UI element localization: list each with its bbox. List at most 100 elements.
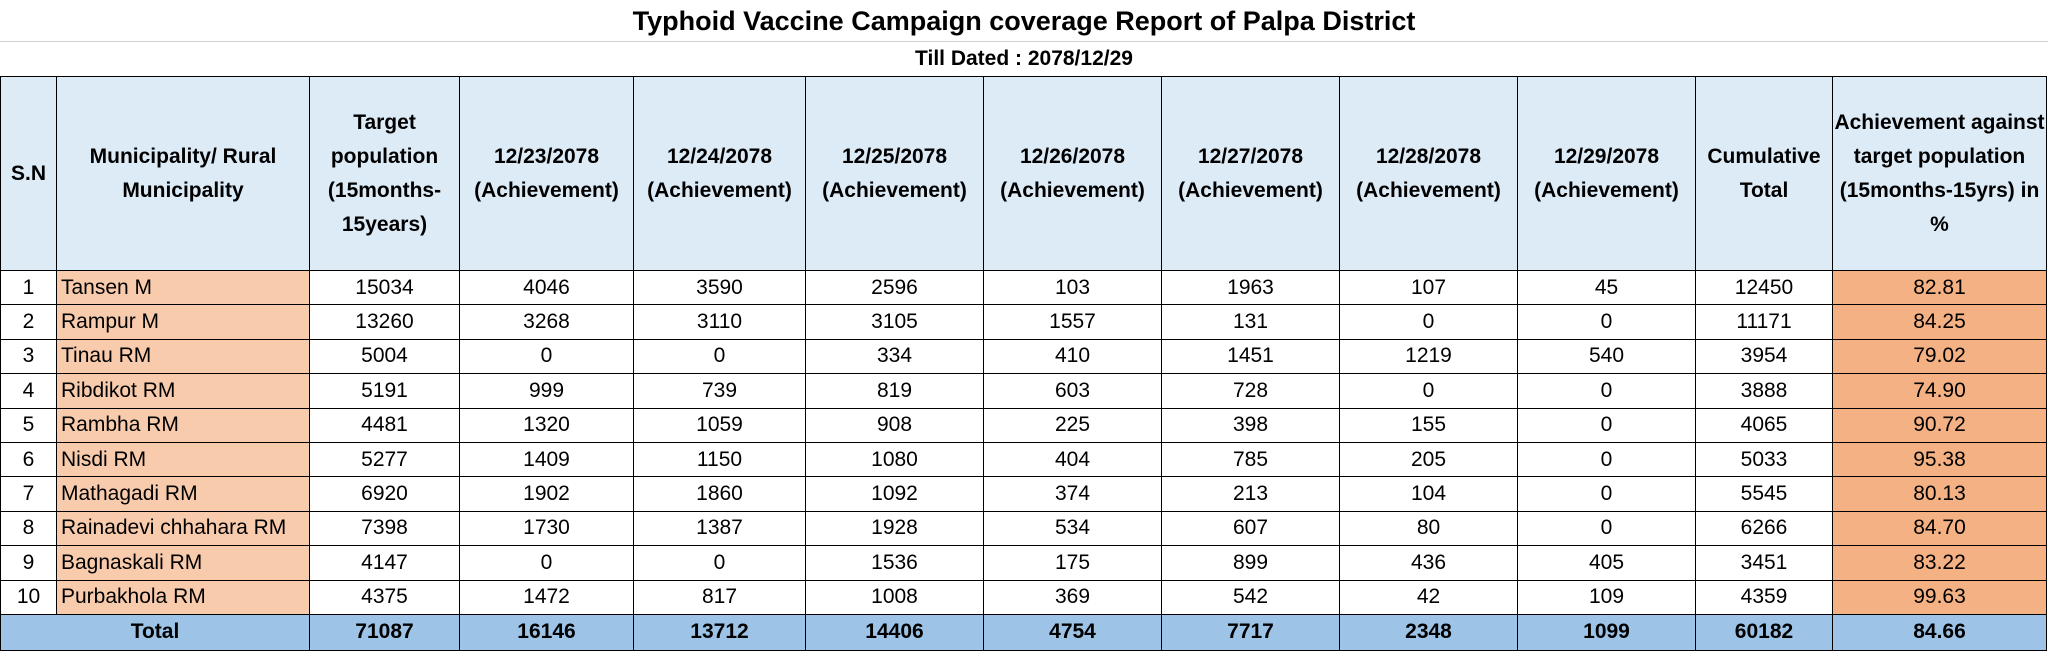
cell-cumulative[interactable]: 11171 bbox=[1695, 304, 1833, 340]
header-date-6[interactable]: 12/28/2078 (Achievement) bbox=[1339, 76, 1518, 271]
total-date-7[interactable]: 1099 bbox=[1517, 613, 1696, 651]
cell-percent[interactable]: 84.70 bbox=[1832, 510, 2047, 547]
cell-municipality[interactable]: Tinau RM bbox=[56, 338, 310, 375]
cell-cumulative[interactable]: 6266 bbox=[1695, 510, 1833, 547]
header-date-2[interactable]: 12/24/2078 (Achievement) bbox=[633, 76, 806, 271]
cell-date-6[interactable]: 205 bbox=[1339, 441, 1518, 478]
cell-date-7[interactable]: 109 bbox=[1517, 579, 1696, 615]
cell-date-3[interactable]: 1092 bbox=[805, 476, 984, 512]
cell-municipality[interactable]: Tansen M bbox=[56, 269, 310, 306]
cell-target[interactable]: 15034 bbox=[309, 269, 460, 306]
header-municipality[interactable]: Municipality/ Rural Municipality bbox=[56, 76, 310, 271]
total-date-6[interactable]: 2348 bbox=[1339, 613, 1518, 651]
cell-sn[interactable]: 9 bbox=[0, 545, 57, 581]
cell-date-4[interactable]: 603 bbox=[983, 373, 1162, 409]
cell-date-2[interactable]: 0 bbox=[633, 545, 806, 581]
cell-date-3[interactable]: 3105 bbox=[805, 304, 984, 340]
cell-date-6[interactable]: 0 bbox=[1339, 373, 1518, 409]
cell-sn[interactable]: 4 bbox=[0, 373, 57, 409]
cell-date-6[interactable]: 42 bbox=[1339, 579, 1518, 615]
total-date-4[interactable]: 4754 bbox=[983, 613, 1162, 651]
cell-sn[interactable]: 3 bbox=[0, 338, 57, 375]
total-label[interactable]: Total bbox=[0, 613, 310, 651]
cell-percent[interactable]: 83.22 bbox=[1832, 545, 2047, 581]
cell-date-4[interactable]: 410 bbox=[983, 338, 1162, 375]
cell-date-1[interactable]: 1409 bbox=[459, 441, 634, 478]
cell-percent[interactable]: 99.63 bbox=[1832, 579, 2047, 615]
cell-municipality[interactable]: Nisdi RM bbox=[56, 441, 310, 478]
cell-target[interactable]: 6920 bbox=[309, 476, 460, 512]
cell-date-1[interactable]: 3268 bbox=[459, 304, 634, 340]
cell-date-6[interactable]: 104 bbox=[1339, 476, 1518, 512]
cell-cumulative[interactable]: 3954 bbox=[1695, 338, 1833, 375]
cell-date-1[interactable]: 0 bbox=[459, 338, 634, 375]
cell-sn[interactable]: 8 bbox=[0, 510, 57, 547]
cell-date-4[interactable]: 225 bbox=[983, 407, 1162, 443]
cell-date-1[interactable]: 1730 bbox=[459, 510, 634, 547]
cell-date-5[interactable]: 1451 bbox=[1161, 338, 1340, 375]
cell-date-3[interactable]: 1080 bbox=[805, 441, 984, 478]
cell-date-2[interactable]: 0 bbox=[633, 338, 806, 375]
cell-cumulative[interactable]: 4065 bbox=[1695, 407, 1833, 443]
cell-date-2[interactable]: 739 bbox=[633, 373, 806, 409]
cell-date-5[interactable]: 728 bbox=[1161, 373, 1340, 409]
cell-target[interactable]: 5004 bbox=[309, 338, 460, 375]
cell-date-1[interactable]: 1320 bbox=[459, 407, 634, 443]
cell-date-4[interactable]: 175 bbox=[983, 545, 1162, 581]
cell-date-2[interactable]: 1860 bbox=[633, 476, 806, 512]
cell-date-5[interactable]: 131 bbox=[1161, 304, 1340, 340]
cell-date-7[interactable]: 540 bbox=[1517, 338, 1696, 375]
cell-date-1[interactable]: 999 bbox=[459, 373, 634, 409]
header-date-3[interactable]: 12/25/2078 (Achievement) bbox=[805, 76, 984, 271]
total-date-3[interactable]: 14406 bbox=[805, 613, 984, 651]
cell-date-5[interactable]: 398 bbox=[1161, 407, 1340, 443]
cell-municipality[interactable]: Ribdikot RM bbox=[56, 373, 310, 409]
cell-municipality[interactable]: Rampur M bbox=[56, 304, 310, 340]
cell-date-7[interactable]: 45 bbox=[1517, 269, 1696, 306]
cell-target[interactable]: 5191 bbox=[309, 373, 460, 409]
cell-date-7[interactable]: 0 bbox=[1517, 373, 1696, 409]
cell-date-7[interactable]: 0 bbox=[1517, 510, 1696, 547]
cell-date-6[interactable]: 1219 bbox=[1339, 338, 1518, 375]
cell-date-6[interactable]: 80 bbox=[1339, 510, 1518, 547]
cell-date-5[interactable]: 899 bbox=[1161, 545, 1340, 581]
cell-date-7[interactable]: 0 bbox=[1517, 304, 1696, 340]
cell-date-2[interactable]: 3110 bbox=[633, 304, 806, 340]
cell-percent[interactable]: 95.38 bbox=[1832, 441, 2047, 478]
cell-sn[interactable]: 6 bbox=[0, 441, 57, 478]
total-date-1[interactable]: 16146 bbox=[459, 613, 634, 651]
total-target[interactable]: 71087 bbox=[309, 613, 460, 651]
cell-target[interactable]: 4147 bbox=[309, 545, 460, 581]
cell-target[interactable]: 5277 bbox=[309, 441, 460, 478]
cell-date-2[interactable]: 1387 bbox=[633, 510, 806, 547]
cell-percent[interactable]: 84.25 bbox=[1832, 304, 2047, 340]
cell-cumulative[interactable]: 5033 bbox=[1695, 441, 1833, 478]
cell-date-5[interactable]: 542 bbox=[1161, 579, 1340, 615]
cell-date-5[interactable]: 607 bbox=[1161, 510, 1340, 547]
header-cumulative[interactable]: Cumulative Total bbox=[1695, 76, 1833, 271]
cell-municipality[interactable]: Purbakhola RM bbox=[56, 579, 310, 615]
header-date-7[interactable]: 12/29/2078 (Achievement) bbox=[1517, 76, 1696, 271]
cell-date-4[interactable]: 534 bbox=[983, 510, 1162, 547]
report-date[interactable]: Till Dated : 2078/12/29 bbox=[915, 47, 1133, 70]
total-cumulative[interactable]: 60182 bbox=[1695, 613, 1833, 651]
header-date-4[interactable]: 12/26/2078 (Achievement) bbox=[983, 76, 1162, 271]
total-date-2[interactable]: 13712 bbox=[633, 613, 806, 651]
cell-sn[interactable]: 5 bbox=[0, 407, 57, 443]
cell-date-6[interactable]: 155 bbox=[1339, 407, 1518, 443]
cell-sn[interactable]: 1 bbox=[0, 269, 57, 306]
cell-date-2[interactable]: 1150 bbox=[633, 441, 806, 478]
cell-target[interactable]: 4481 bbox=[309, 407, 460, 443]
cell-date-3[interactable]: 1008 bbox=[805, 579, 984, 615]
cell-date-2[interactable]: 3590 bbox=[633, 269, 806, 306]
header-date-5[interactable]: 12/27/2078 (Achievement) bbox=[1161, 76, 1340, 271]
cell-percent[interactable]: 80.13 bbox=[1832, 476, 2047, 512]
cell-target[interactable]: 13260 bbox=[309, 304, 460, 340]
cell-date-1[interactable]: 0 bbox=[459, 545, 634, 581]
cell-date-1[interactable]: 1472 bbox=[459, 579, 634, 615]
cell-date-4[interactable]: 369 bbox=[983, 579, 1162, 615]
report-title[interactable]: Typhoid Vaccine Campaign coverage Report… bbox=[0, 0, 2048, 42]
cell-cumulative[interactable]: 4359 bbox=[1695, 579, 1833, 615]
cell-percent[interactable]: 74.90 bbox=[1832, 373, 2047, 409]
cell-municipality[interactable]: Bagnaskali RM bbox=[56, 545, 310, 581]
